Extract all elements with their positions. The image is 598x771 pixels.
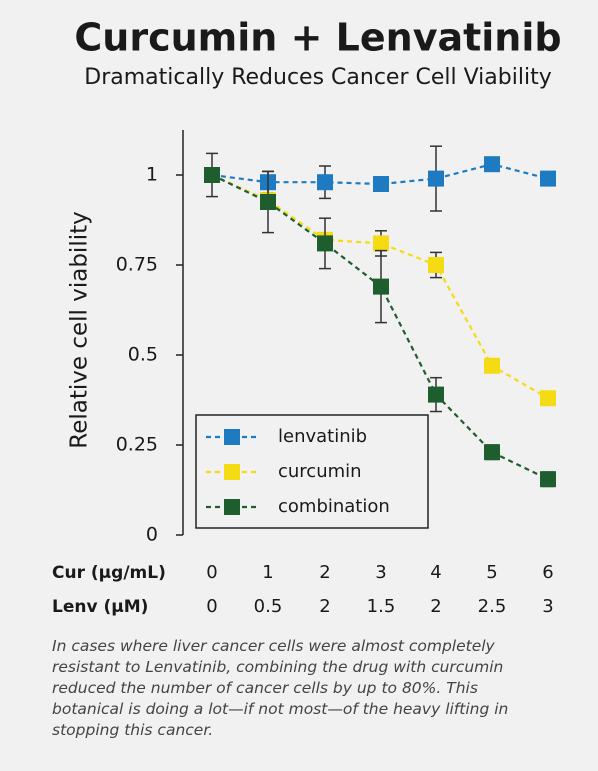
y-tick-label: 0.75 xyxy=(116,254,158,276)
legend-marker xyxy=(224,499,240,515)
caption-line: stopping this cancer. xyxy=(52,721,214,739)
marker xyxy=(428,386,444,403)
marker xyxy=(540,390,556,407)
marker xyxy=(540,471,556,488)
x-tick-label: 3 xyxy=(375,562,386,583)
x-tick-label: 2.5 xyxy=(478,596,507,617)
chart-title: Curcumin + Lenvatinib xyxy=(74,16,561,60)
y-tick-label: 0.25 xyxy=(116,434,158,456)
legend-marker xyxy=(224,429,240,445)
marker xyxy=(373,235,389,252)
legend-label: curcumin xyxy=(278,461,362,482)
marker xyxy=(373,278,389,295)
chart: Curcumin + Lenvatinib Dramatically Reduc… xyxy=(52,16,562,618)
x-tick-label: 2 xyxy=(319,562,330,583)
legend-marker xyxy=(224,464,240,480)
marker xyxy=(428,257,444,273)
marker xyxy=(260,194,276,210)
x-row-label: Lenv (µM) xyxy=(52,597,148,617)
legend-label: lenvatinib xyxy=(278,426,367,447)
marker xyxy=(428,170,444,187)
x-tick-label: 5 xyxy=(486,562,497,583)
y-tick-label: 1 xyxy=(146,164,158,186)
x-tick-label: 1 xyxy=(262,562,273,583)
x-tick-label: 2 xyxy=(319,596,330,617)
y-tick-label: 0 xyxy=(146,524,158,546)
x-tick-label: 0 xyxy=(206,596,217,617)
marker xyxy=(540,170,556,187)
legend-label: combination xyxy=(278,496,390,517)
x-tick-label: 3 xyxy=(542,596,553,617)
x-tick-label: 4 xyxy=(430,562,441,583)
caption-line: resistant to Lenvatinib, combining the d… xyxy=(52,658,504,676)
marker xyxy=(373,176,389,192)
x-tick-label: 1.5 xyxy=(367,596,396,617)
marker xyxy=(484,357,500,374)
chart-subtitle: Dramatically Reduces Cancer Cell Viabili… xyxy=(84,65,551,90)
marker xyxy=(204,167,220,183)
x-tick-label: 0 xyxy=(206,562,217,583)
marker xyxy=(484,444,500,461)
x-tick-label: 6 xyxy=(542,562,553,583)
caption-line: In cases where liver cancer cells were a… xyxy=(52,637,495,655)
x-row-label: Cur (µg/mL) xyxy=(52,563,166,583)
caption-line: botanical is doing a lot—if not most—of … xyxy=(52,700,509,718)
x-tick-label: 2 xyxy=(430,596,441,617)
y-axis-label: Relative cell viability xyxy=(67,211,93,448)
marker xyxy=(317,235,333,252)
marker xyxy=(317,174,333,191)
marker xyxy=(484,156,500,173)
caption-line: reduced the number of cancer cells by up… xyxy=(52,679,478,697)
x-tick-label: 0.5 xyxy=(254,596,283,617)
caption: In cases where liver cancer cells were a… xyxy=(52,636,572,741)
y-tick-label: 0.5 xyxy=(128,344,158,366)
